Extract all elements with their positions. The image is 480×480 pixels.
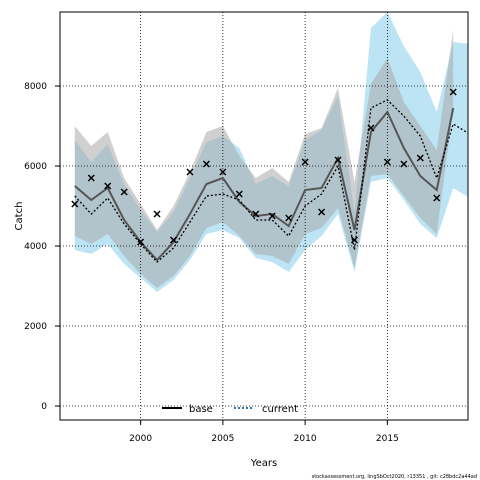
observed-point [318,208,326,216]
base-ci-band [74,30,454,288]
y-tick-label: 0 [41,402,47,412]
observed-point [285,214,293,222]
y-tick-label: 4000 [24,242,47,252]
series-line-base [74,107,455,262]
observed-point [350,236,359,244]
observed-point [235,190,243,198]
observed-point [449,88,457,96]
y-tick-label: 6000 [24,162,47,172]
observed-point [383,158,391,166]
observed-point [169,236,178,244]
observed-point [71,200,79,208]
legend-current-label: current [262,404,298,415]
observed-point [252,210,260,218]
x-axis-ticks: 2000 2005 2010 2015 [129,420,399,444]
observed-point [416,154,424,162]
y-tick-label: 8000 [24,82,47,92]
observed-point [219,168,227,176]
observed-point [137,238,145,246]
legend-base-label: base [189,404,213,415]
observed-point [87,174,95,182]
series-lines [74,99,468,263]
confidence-bands [74,12,468,292]
grid-lines [60,12,468,420]
x-tick-label: 2010 [294,434,317,444]
y-tick-label: 2000 [24,322,47,332]
observed-point [153,210,161,218]
footer-credit: stockassessment.org, lingSbOct2020, r133… [312,474,477,480]
plot-frame [59,11,469,421]
observed-point [367,124,375,132]
x-tick-label: 2005 [211,434,234,444]
observed-point [120,188,128,196]
legend: base current [162,404,298,415]
y-axis-label: Catch [14,202,25,231]
observed-point [268,212,276,220]
observed-point [400,160,408,168]
observed-point [186,168,194,176]
x-tick-label: 2015 [376,434,399,444]
observed-point [301,158,309,166]
y-axis-ticks: 0 2000 4000 6000 8000 [24,82,60,412]
observed-point [104,182,112,190]
x-axis-label: Years [250,458,277,469]
observed-point [334,156,342,164]
observed-points [71,88,457,246]
x-tick-label: 2000 [129,434,152,444]
observed-point [433,194,441,202]
observed-point [202,160,210,168]
